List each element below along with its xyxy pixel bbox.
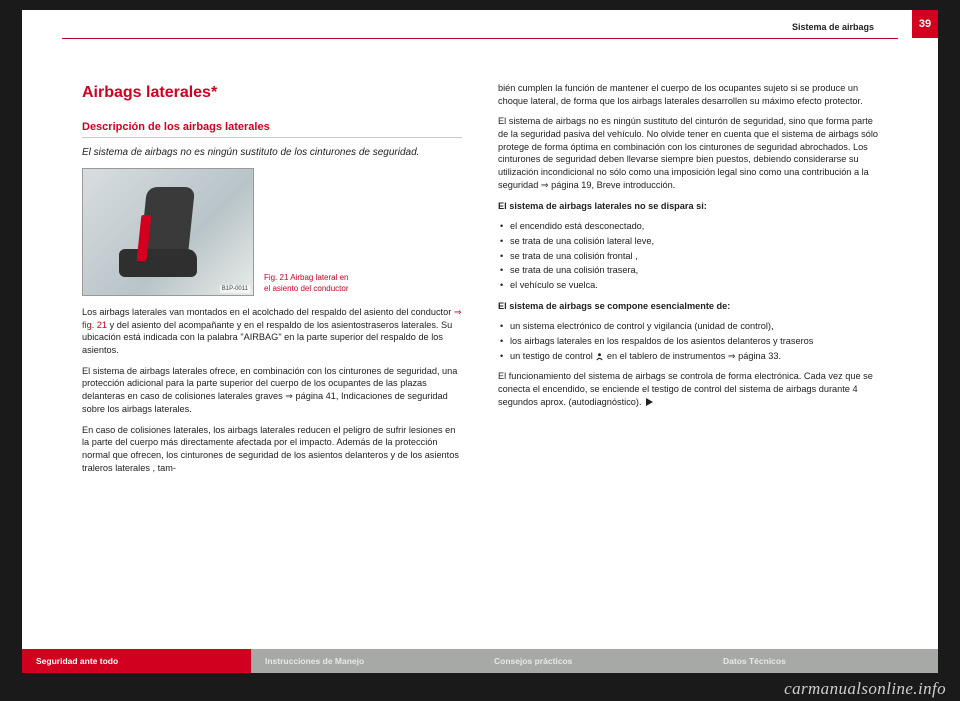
paragraph: En caso de colisiones laterales, los air…: [82, 424, 462, 475]
list-item: se trata de una colisión lateral leve,: [498, 235, 878, 248]
watermark: carmanualsonline.info: [784, 679, 946, 699]
list-item: un testigo de control en el tablero de i…: [498, 350, 878, 363]
section-title: Sistema de airbags: [792, 22, 874, 32]
list-heading: El sistema de airbags laterales no se di…: [498, 200, 878, 213]
figure-id: B1P-0011: [220, 285, 250, 293]
paragraph: El sistema de airbags no es ningún susti…: [498, 115, 878, 191]
caption-line-2: el asiento del conductor: [264, 284, 349, 293]
list-item: se trata de una colisión frontal ,: [498, 250, 878, 263]
text: El funcionamiento del sistema de airbags…: [498, 371, 873, 406]
left-column: Airbags laterales* Descripción de los ai…: [82, 82, 462, 613]
content-area: Airbags laterales* Descripción de los ai…: [82, 82, 878, 613]
list-item: un sistema electrónico de control y vigi…: [498, 320, 878, 333]
header-rule: [62, 38, 898, 39]
continued-icon: [646, 398, 653, 406]
list-heading: El sistema de airbags se compone esencia…: [498, 300, 878, 313]
page-number: 39: [912, 10, 938, 38]
not-fired-list: el encendido está desconectado, se trata…: [498, 220, 878, 291]
text: y del asiento del acompañante y en el re…: [82, 320, 452, 355]
list-item: el encendido está desconectado,: [498, 220, 878, 233]
seat-base-shape: [119, 249, 197, 277]
tab-datos[interactable]: Datos Técnicos: [709, 649, 938, 673]
paragraph: El funcionamiento del sistema de airbags…: [498, 370, 878, 408]
manual-page: Sistema de airbags 39 Airbags laterales*…: [22, 10, 938, 673]
tab-seguridad[interactable]: Seguridad ante todo: [22, 649, 251, 673]
text: en el tablero de instrumentos ⇒ página 3…: [604, 351, 781, 361]
right-column: bién cumplen la función de mantener el c…: [498, 82, 878, 613]
paragraph: Los airbags laterales van montados en el…: [82, 306, 462, 357]
figure-21: B1P-0011: [82, 168, 254, 296]
heading-h1: Airbags laterales*: [82, 82, 462, 104]
footer-tabs: Seguridad ante todo Instrucciones de Man…: [22, 649, 938, 673]
lead-text: El sistema de airbags no es ningún susti…: [82, 146, 462, 160]
heading-h2: Descripción de los airbags laterales: [82, 120, 462, 138]
list-item: el vehículo se vuelca.: [498, 279, 878, 292]
paragraph: El sistema de airbags laterales ofrece, …: [82, 365, 462, 416]
paragraph: bién cumplen la función de mantener el c…: [498, 82, 878, 107]
figure-caption: Fig. 21 Airbag lateral en el asiento del…: [264, 273, 462, 296]
list-item: se trata de una colisión trasera,: [498, 264, 878, 277]
caption-line-1: Fig. 21 Airbag lateral en: [264, 273, 349, 282]
list-item: los airbags laterales en los respaldos d…: [498, 335, 878, 348]
figure-block: B1P-0011 Fig. 21 Airbag lateral en el as…: [82, 168, 462, 296]
seat-illustration: [109, 187, 209, 287]
airbag-warning-icon: [595, 352, 604, 361]
text: Los airbags laterales van montados en el…: [82, 307, 454, 317]
components-list: un sistema electrónico de control y vigi…: [498, 320, 878, 362]
text: un testigo de control: [510, 351, 595, 361]
tab-instrucciones[interactable]: Instrucciones de Manejo: [251, 649, 480, 673]
tab-consejos[interactable]: Consejos prácticos: [480, 649, 709, 673]
